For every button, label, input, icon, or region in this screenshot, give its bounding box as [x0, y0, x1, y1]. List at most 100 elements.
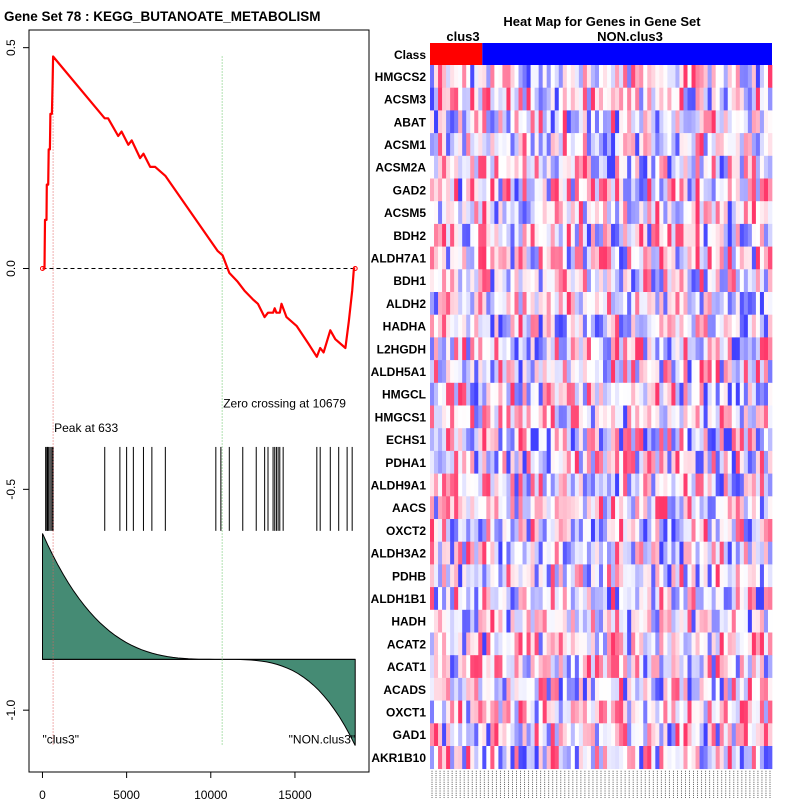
heatmap-cell	[434, 246, 439, 270]
heatmap-cell	[482, 65, 487, 89]
heatmap-cell	[522, 87, 527, 111]
heatmap-cell	[675, 677, 680, 701]
heatmap-cell	[735, 496, 741, 520]
peak-label: Peak at 633	[54, 421, 118, 435]
heatmap-cell	[751, 587, 757, 611]
heatmap-cell	[655, 746, 660, 770]
heatmap-cell	[615, 133, 620, 157]
heatmap-cell	[631, 223, 636, 247]
heatmap-cell	[442, 178, 447, 202]
heatmap-cell	[743, 473, 749, 497]
heatmap-cell	[478, 405, 483, 429]
heatmap-cell	[655, 360, 660, 384]
heatmap-cell	[747, 473, 753, 497]
heatmap-cell	[502, 337, 507, 361]
heatmap-cell	[723, 632, 729, 656]
heatmap-cell	[598, 428, 604, 452]
heatmap-cell	[707, 269, 712, 293]
heatmap-cell	[582, 382, 588, 406]
heatmap-cell	[490, 155, 495, 179]
heatmap-cell	[490, 360, 495, 384]
heatmap-cell	[530, 632, 535, 656]
heatmap-cell	[759, 723, 765, 747]
heatmap-cell	[442, 133, 447, 157]
heatmap-cell	[663, 496, 668, 520]
heatmap-cell	[671, 746, 676, 770]
heatmap-cell	[739, 155, 745, 179]
heatmap-cell	[679, 382, 684, 406]
heatmap-cell	[438, 519, 443, 543]
heatmap-cell	[530, 337, 535, 361]
heatmap-cell	[691, 450, 696, 474]
heatmap-cell	[506, 405, 511, 429]
heatmap-cell	[454, 655, 459, 679]
heatmap-cell	[494, 269, 499, 293]
heatmap-cell	[446, 133, 451, 157]
heatmap-cell	[735, 292, 741, 316]
heatmap-cell	[514, 314, 519, 338]
heatmap-cell	[639, 155, 644, 179]
heatmap-cell	[767, 246, 773, 270]
heatmap-cell	[434, 292, 439, 316]
heatmap-cell	[550, 428, 556, 452]
heatmap-cell	[510, 269, 515, 293]
heatmap-cell	[490, 110, 495, 134]
heatmap-cell	[715, 87, 721, 111]
heatmap-cell	[627, 405, 632, 429]
heatmap-cell	[627, 292, 632, 316]
heatmap-cell	[438, 450, 443, 474]
heatmap-cell	[446, 223, 451, 247]
heatmap-cell	[623, 587, 628, 611]
heatmap-cell	[546, 382, 552, 406]
heatmap-cell	[430, 360, 435, 384]
heatmap-cell	[695, 201, 700, 225]
heatmap-cell	[683, 269, 688, 293]
heatmap-cell	[687, 473, 692, 497]
heatmap-cell	[498, 337, 503, 361]
heatmap-cell	[506, 65, 511, 89]
heatmap-cell	[434, 155, 439, 179]
heatmap-cell	[434, 519, 439, 543]
heatmap-cell	[466, 564, 471, 588]
heatmap-cell	[695, 65, 700, 89]
heatmap-cell	[647, 246, 652, 270]
heatmap-cell	[582, 314, 588, 338]
heatmap-cell	[518, 133, 523, 157]
heatmap-cell	[655, 382, 660, 406]
heatmap-cell	[538, 223, 544, 247]
heatmap-cell	[538, 360, 544, 384]
heatmap-cell	[522, 178, 527, 202]
heatmap-cell	[627, 677, 632, 701]
heatmap-cell	[651, 564, 656, 588]
heatmap-cell	[454, 133, 459, 157]
heatmap-cell	[727, 519, 733, 543]
heatmap-cell	[458, 746, 463, 770]
heatmap-cell	[458, 178, 463, 202]
heatmap-cell	[695, 632, 700, 656]
heatmap-cell	[683, 155, 688, 179]
heatmap-cell	[767, 269, 773, 293]
heatmap-cell	[442, 496, 447, 520]
heatmap-cell	[747, 450, 753, 474]
heatmap-cell	[534, 473, 539, 497]
heatmap-cell	[723, 496, 729, 520]
heatmap-cell	[450, 723, 455, 747]
heatmap-cell	[623, 677, 628, 701]
heatmap-cell	[751, 428, 757, 452]
heatmap-cell	[430, 155, 435, 179]
heatmap-cell	[566, 360, 572, 384]
heatmap-cell	[655, 269, 660, 293]
zero-crossing-label: Zero crossing at 10679	[223, 397, 346, 411]
heatmap-cell	[727, 178, 733, 202]
heatmap-cell	[699, 496, 704, 520]
heatmap-cell	[478, 609, 483, 633]
heatmap-cell	[594, 677, 600, 701]
heatmap-cell	[514, 405, 519, 429]
heatmap-cell	[482, 314, 487, 338]
heatmap-cell	[446, 87, 451, 111]
heatmap-cell	[566, 337, 572, 361]
heatmap-cell	[679, 178, 684, 202]
heatmap-cell	[767, 314, 773, 338]
heatmap-cell	[639, 496, 644, 520]
heatmap-cell	[498, 677, 503, 701]
